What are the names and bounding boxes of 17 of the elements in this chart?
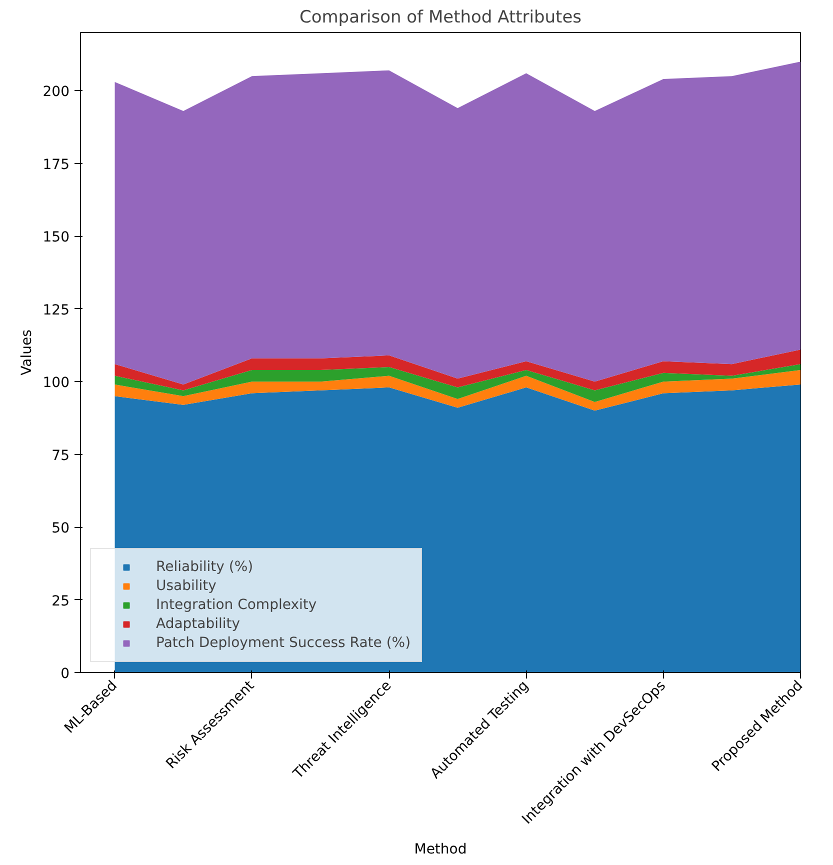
y-tick-label: 100 (42, 375, 70, 392)
legend-label: Patch Deployment Success Rate (%) (156, 635, 411, 651)
y-tick-label: 75 (52, 448, 70, 464)
legend-label: Reliability (%) (156, 559, 254, 575)
y-tick-label: 0 (60, 666, 70, 682)
y-axis-title: Values (18, 330, 35, 376)
y-tick-label: 125 (42, 302, 70, 318)
legend-label: Integration Complexity (156, 597, 317, 613)
y-tick-label: 175 (42, 156, 70, 173)
y-tick-label: 50 (52, 520, 70, 537)
legend-label: Usability (156, 578, 216, 594)
y-tick-label: 150 (42, 230, 70, 246)
legend-label: Adaptability (156, 616, 240, 632)
y-tick-label: 200 (42, 84, 70, 100)
y-tick-label: 25 (52, 593, 70, 610)
x-axis-title: Method (414, 841, 467, 858)
chart-title: Comparison of Method Attributes (299, 8, 582, 28)
